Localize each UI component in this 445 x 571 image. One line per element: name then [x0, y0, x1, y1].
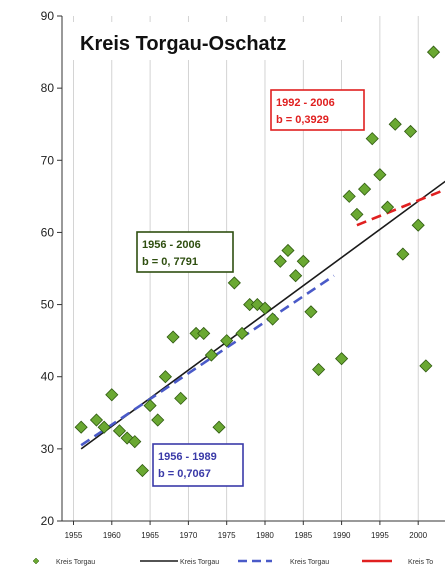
data-points: [74, 45, 441, 478]
data-point: [204, 348, 218, 362]
data-point: [174, 391, 188, 405]
data-point: [419, 359, 433, 373]
data-point: [151, 413, 165, 427]
annotation-slope: b = 0,3929: [276, 114, 329, 126]
annotation-box-1992-2006: [270, 89, 365, 131]
chart-title-background: [72, 22, 362, 60]
legend-label: Kreis Torgau: [180, 559, 219, 566]
legend-label: Kreis Torgau: [290, 559, 329, 566]
annotation-period: 1992 - 2006: [276, 97, 335, 109]
annotation-period: 1956 - 2006: [142, 239, 201, 251]
y-tick-label: 70: [41, 153, 55, 167]
annotation-box-1956-1989: [152, 443, 244, 487]
data-point: [365, 132, 379, 146]
chart-legend: Kreis Torgau Kreis Torgau Kreis Torgau Krei…: [32, 557, 433, 566]
data-point: [426, 45, 441, 59]
data-point: [335, 352, 349, 366]
data-point: [296, 254, 310, 268]
data-point: [143, 399, 157, 413]
x-tick-label: 1975: [218, 531, 236, 540]
data-point: [128, 435, 142, 449]
data-point: [89, 413, 104, 427]
data-point: [258, 301, 272, 315]
data-point: [281, 243, 295, 258]
trend-line-1956-1989: [80, 274, 335, 447]
data-point: [105, 388, 119, 402]
x-tick-label: 1955: [65, 531, 83, 540]
x-tick-label: 1995: [371, 531, 389, 540]
annotation-slope: b = 0, 7791: [142, 256, 198, 268]
data-point: [373, 168, 387, 182]
data-point: [358, 182, 372, 196]
data-point: [289, 269, 303, 283]
data-point: [166, 330, 180, 344]
x-tick-label: 1970: [179, 531, 197, 540]
legend-label: Kreis To: [408, 559, 433, 566]
data-point: [342, 189, 356, 203]
annotation-period: 1956 - 1989: [158, 451, 217, 463]
x-tick-label: 1980: [256, 531, 274, 540]
chart-axes: 1955 1960 1965 1970 1975 1980 1985 1990 1995 2000…: [41, 9, 445, 540]
data-point: [304, 305, 318, 319]
data-point: [273, 254, 287, 268]
y-tick-label: 60: [41, 225, 55, 239]
trend-line-1956-2006: [80, 180, 445, 450]
data-point: [135, 463, 149, 478]
data-point: [197, 326, 211, 340]
data-point: [97, 420, 111, 434]
y-tick-label: 90: [41, 9, 55, 23]
data-point: [396, 247, 410, 261]
data-point: [380, 200, 395, 214]
data-point: [227, 276, 241, 290]
x-tick-label: 1990: [333, 531, 351, 540]
x-tick-label: 1965: [141, 531, 159, 540]
data-point: [212, 420, 226, 434]
x-tick-label: 2000: [409, 531, 427, 540]
legend-marker-points: [32, 557, 40, 565]
data-point: [220, 334, 234, 348]
data-point: [266, 312, 280, 326]
data-point: [112, 424, 127, 438]
data-point: [403, 124, 418, 138]
data-point: [388, 117, 402, 131]
y-tick-label: 20: [41, 514, 55, 528]
x-tick-label: 1960: [103, 531, 121, 540]
legend-label: Kreis Torgau: [56, 559, 95, 566]
annotation-slope: b = 0,7067: [158, 468, 211, 480]
data-point: [158, 370, 172, 384]
y-tick-label: 50: [41, 298, 55, 312]
x-tick-label: 1985: [294, 531, 312, 540]
trend-lines: [80, 180, 445, 450]
y-tick-label: 40: [41, 370, 55, 384]
y-tick-label: 80: [41, 81, 55, 95]
annotation-box-1956-2006: [136, 231, 234, 273]
chart-title: Kreis Torgau-Oschatz: [80, 33, 286, 55]
data-point: [411, 218, 425, 232]
data-point: [235, 326, 249, 340]
data-point: [312, 362, 326, 377]
y-tick-label: 30: [41, 442, 55, 456]
chart-grid: [73, 16, 419, 521]
trend-line-1992-2006: [356, 188, 445, 227]
data-point: [350, 207, 364, 221]
data-point: [74, 420, 88, 434]
annotations: 1992 - 2006 b = 0,3929 1956 - 2006 b = 0, 7…: [136, 89, 365, 487]
